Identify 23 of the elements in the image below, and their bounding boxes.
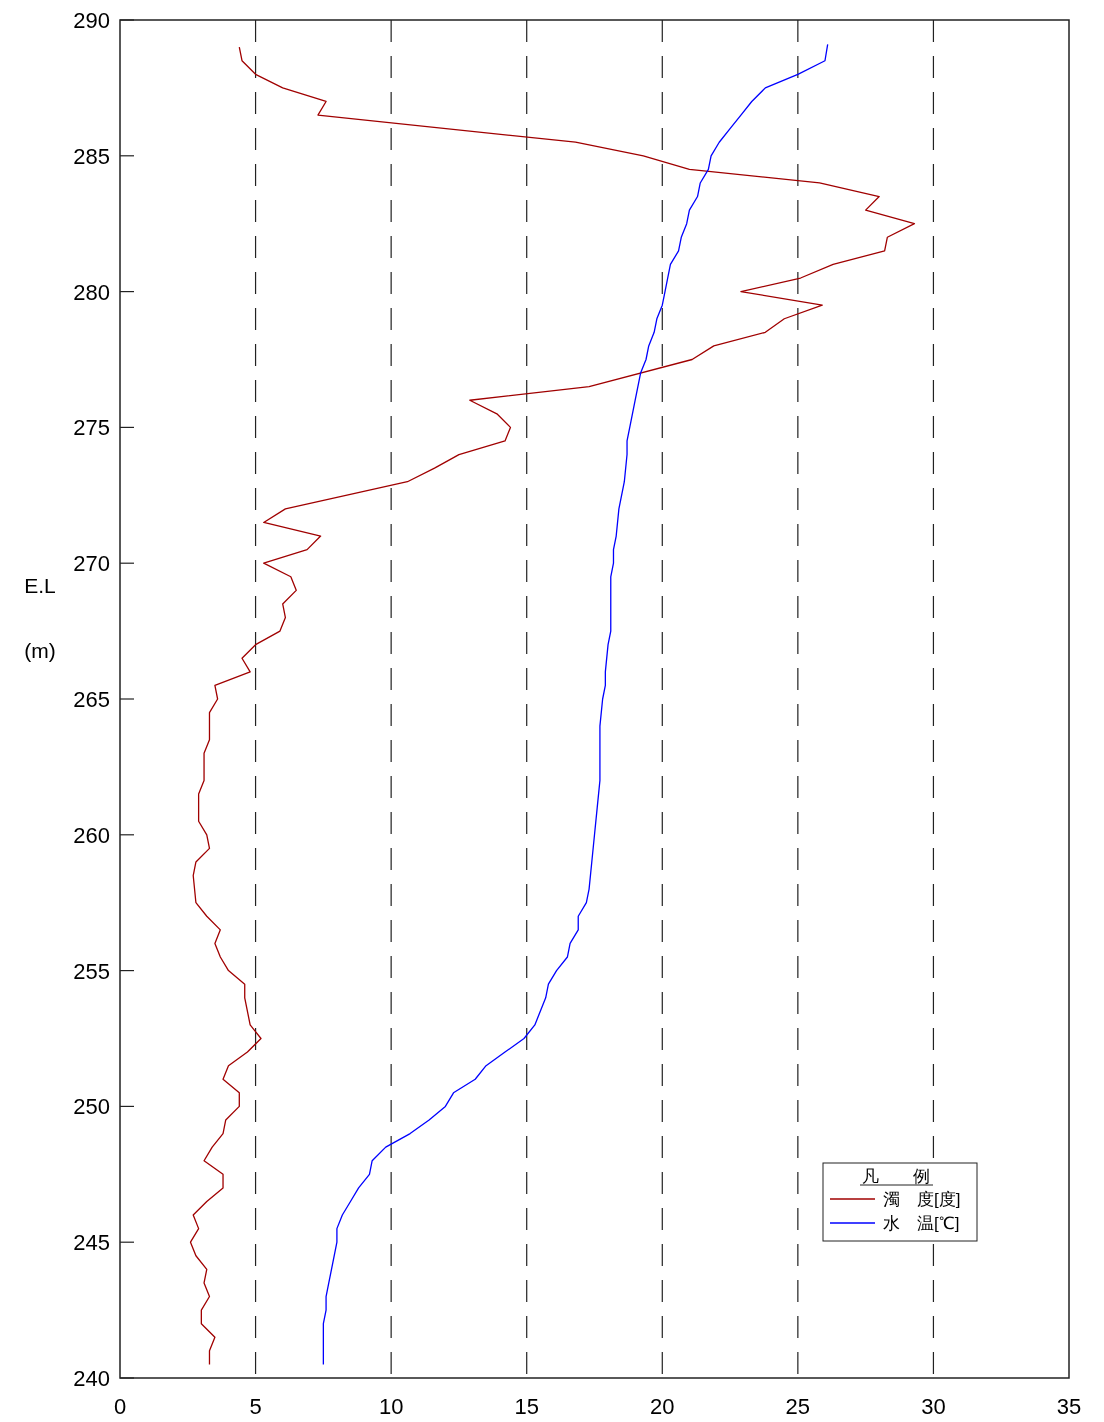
- x-tick-label: 0: [113, 1394, 127, 1419]
- legend-label: 濁 度[度]: [883, 1190, 961, 1209]
- legend-title: 凡 例: [862, 1167, 930, 1186]
- y-tick-label: 240: [73, 1366, 110, 1391]
- y-tick-label: 275: [73, 415, 110, 441]
- y-tick-label: 260: [73, 822, 110, 848]
- x-tick-label: 20: [650, 1394, 675, 1419]
- x-tick-label: 10: [378, 1394, 404, 1419]
- y-tick-label: 245: [73, 1230, 110, 1256]
- x-tick-label: 25: [785, 1394, 811, 1419]
- y-tick-label: 285: [73, 143, 110, 169]
- y-tick-label: 255: [73, 958, 110, 984]
- legend-label: 水 温[℃]: [883, 1214, 960, 1233]
- x-tick-label: 15: [514, 1394, 539, 1419]
- y-tick-label: 265: [73, 687, 110, 712]
- text: E.L (m): [24, 574, 56, 662]
- y-tick-label: 280: [73, 279, 110, 305]
- y-tick-label: 250: [73, 1094, 110, 1120]
- x-tick-label: 5: [249, 1394, 262, 1419]
- y-tick-label: 270: [73, 551, 110, 577]
- x-tick-label: 30: [921, 1394, 946, 1419]
- x-tick-label: 35: [1056, 1394, 1082, 1419]
- y-tick-label: 290: [73, 8, 110, 33]
